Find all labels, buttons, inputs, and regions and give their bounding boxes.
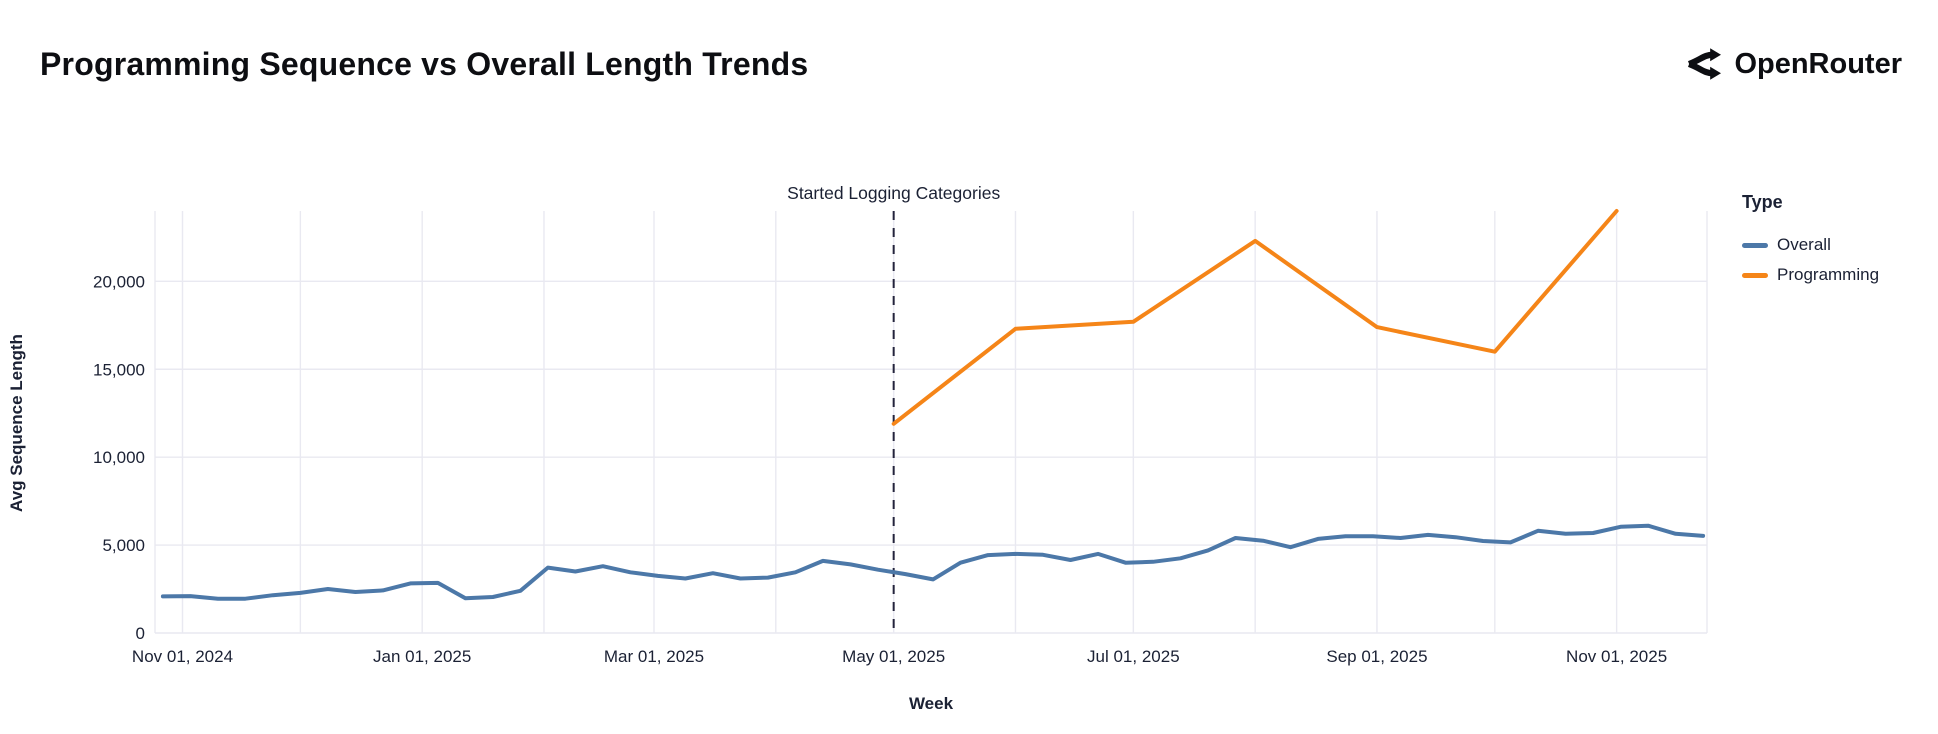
legend-title: Type — [1742, 192, 1783, 212]
brand-name: OpenRouter — [1734, 47, 1902, 80]
brand: OpenRouter — [1683, 47, 1902, 81]
annotation-label: Started Logging Categories — [787, 183, 1001, 203]
y-axis-tick-label: 15,000 — [93, 360, 145, 379]
legend-label-programming: Programming — [1777, 265, 1880, 284]
x-axis-tick-label: Nov 01, 2024 — [132, 647, 233, 666]
legend-item-overall: Overall — [1742, 235, 1932, 255]
y-axis-tick-label: 0 — [136, 624, 145, 643]
page-title: Programming Sequence vs Overall Length T… — [40, 45, 809, 82]
programming-line-swatch — [1742, 272, 1768, 278]
series-line-overall — [160, 523, 1706, 601]
x-axis-tick-label: May 01, 2025 — [842, 647, 945, 666]
x-axis-tick-label: Sep 01, 2025 — [1326, 647, 1427, 666]
y-axis-tick-label: 20,000 — [93, 272, 145, 291]
legend-item-programming: Programming — [1742, 265, 1932, 285]
y-axis-title: Avg Sequence Length — [7, 334, 26, 512]
x-axis-title: Week — [908, 694, 954, 713]
y-axis-tick-label: 10,000 — [93, 448, 145, 467]
legend-label-overall: Overall — [1777, 235, 1831, 254]
x-axis-tick-label: Jul 01, 2025 — [1087, 647, 1180, 666]
chart-header: Programming Sequence vs Overall Length T… — [40, 36, 1902, 92]
overall-line-swatch — [1742, 242, 1768, 248]
x-axis-tick-label: Mar 01, 2025 — [604, 647, 704, 666]
series-line-programming — [891, 209, 1619, 426]
legend: Type Overall Programming — [1742, 192, 1932, 295]
x-axis-tick-label: Nov 01, 2025 — [1566, 647, 1667, 666]
y-axis-tick-label: 5,000 — [102, 536, 145, 555]
openrouter-logo-icon — [1683, 47, 1722, 81]
x-axis-tick-label: Jan 01, 2025 — [373, 647, 471, 666]
